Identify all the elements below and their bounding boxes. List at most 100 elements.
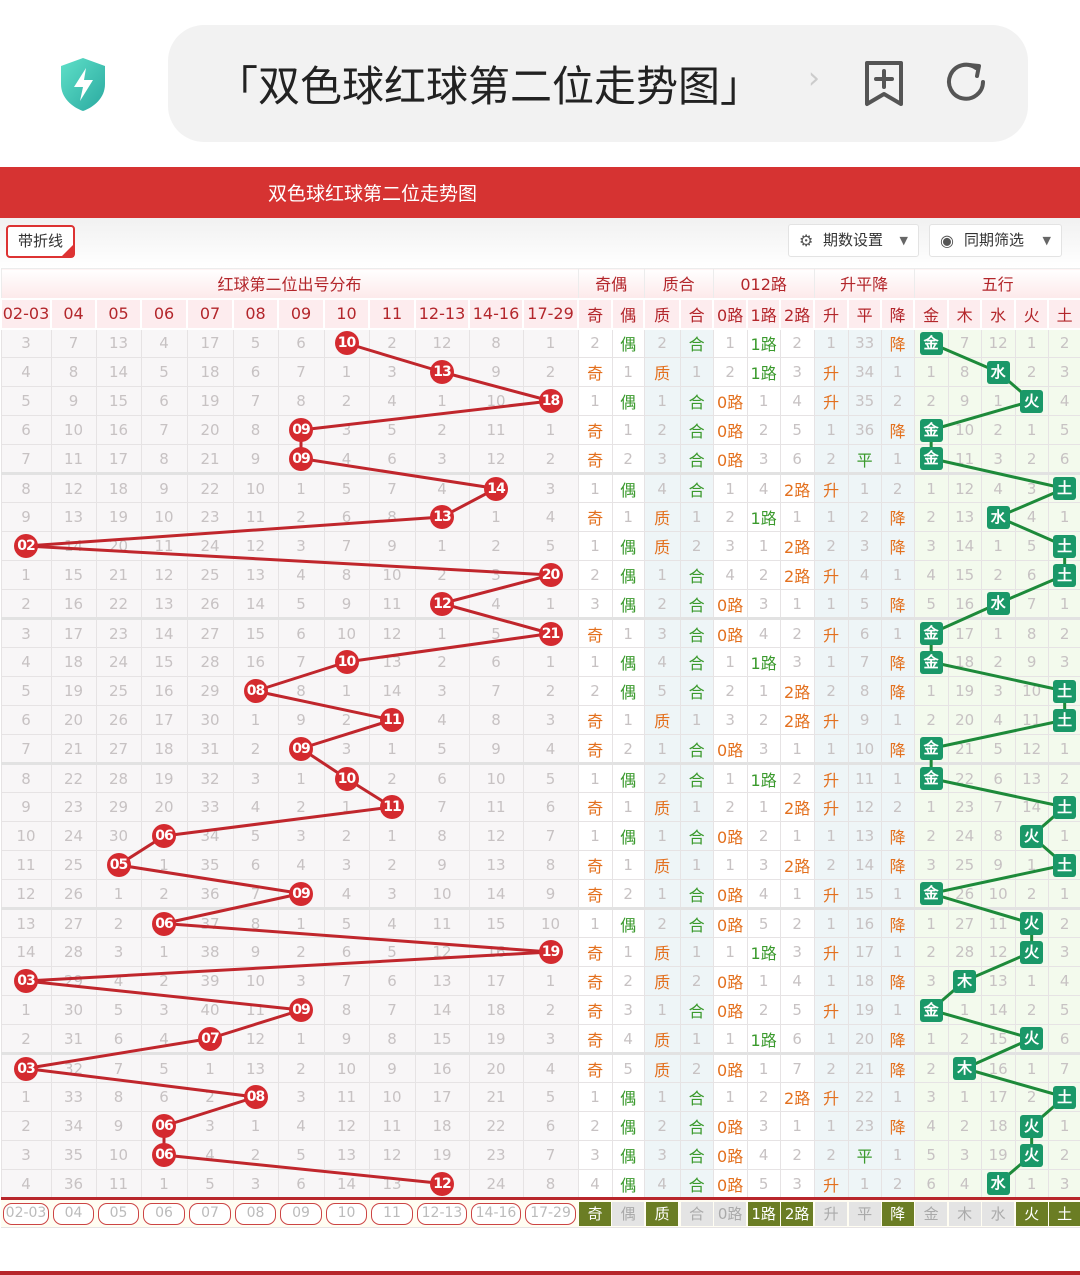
dist-cell: 1 xyxy=(323,676,370,706)
dist-cell: 4 xyxy=(140,1024,188,1054)
dist-cell: 1 xyxy=(95,879,142,909)
dist-cell: 12 xyxy=(414,1169,470,1199)
dist-cell: 4 xyxy=(323,879,370,909)
dist-cell: 8 xyxy=(522,850,579,880)
wuxing-marker: 火 xyxy=(1020,1027,1044,1050)
refresh-icon[interactable] xyxy=(943,59,989,105)
dist-cell: 12 xyxy=(468,444,524,474)
w-cell: 2 xyxy=(980,560,1016,590)
predict-attribute-button[interactable]: 2路 xyxy=(781,1201,814,1226)
dist-cell: 10 xyxy=(323,328,370,358)
prediction-cell: 质 xyxy=(644,1197,681,1228)
u-cell: 降 xyxy=(880,328,915,358)
pc-cell: 合 xyxy=(679,1111,714,1141)
u-cell: 2 xyxy=(880,386,915,416)
predict-attribute-button[interactable]: 偶 xyxy=(612,1201,645,1226)
address-bar[interactable]: 「双色球红球第二位走势图」 › xyxy=(168,25,1028,142)
dist-cell: 2 xyxy=(414,560,470,590)
dist-cell: 3 xyxy=(368,357,416,387)
period-settings-dropdown[interactable]: ⚙ 期数设置 ▼ xyxy=(788,224,919,257)
oe-cell: 3 xyxy=(577,589,613,619)
predict-number-button[interactable]: 12-13 xyxy=(417,1202,467,1225)
predict-attribute-button[interactable]: 金 xyxy=(915,1201,948,1226)
r-cell: 3 xyxy=(779,647,815,677)
dist-cell: 7 xyxy=(140,415,188,445)
dist-cell: 8 xyxy=(140,444,188,474)
predict-number-button[interactable]: 17-29 xyxy=(525,1202,576,1225)
w-cell: 4 xyxy=(980,472,1016,503)
predict-attribute-button[interactable]: 奇 xyxy=(579,1201,612,1226)
predict-number-button[interactable]: 11 xyxy=(370,1202,414,1225)
predict-attribute-button[interactable]: 降 xyxy=(881,1201,914,1226)
predict-attribute-button[interactable]: 土 xyxy=(1048,1201,1080,1226)
dist-cell: 2 xyxy=(522,444,579,474)
dist-cell: 11 xyxy=(323,1082,370,1112)
w-cell: 金 xyxy=(913,734,949,764)
predict-attribute-button[interactable]: 木 xyxy=(948,1201,981,1226)
w-cell: 2 xyxy=(1047,617,1080,648)
predict-attribute-button[interactable]: 1路 xyxy=(747,1201,780,1226)
r-cell: 0路 xyxy=(712,879,748,909)
u-cell: 平 xyxy=(847,1140,882,1170)
w-cell: 2 xyxy=(913,1052,949,1083)
predict-attribute-button[interactable]: 升 xyxy=(815,1201,848,1226)
r-cell: 4 xyxy=(712,560,748,590)
group-header-row: 红球第二位出号分布 奇偶 质合 012路 升平降 五行 xyxy=(0,268,1080,299)
w-cell: 4 xyxy=(913,560,949,590)
predict-number-button[interactable]: 06 xyxy=(142,1202,186,1225)
shield-bolt-icon[interactable] xyxy=(58,56,108,112)
polyline-toggle[interactable]: 带折线 xyxy=(6,225,75,258)
dist-cell: 30 xyxy=(95,821,142,851)
predict-number-button[interactable]: 04 xyxy=(52,1202,95,1225)
predict-number-button[interactable]: 09 xyxy=(279,1202,323,1225)
predict-number-button[interactable]: 05 xyxy=(97,1202,140,1225)
dist-cell: 8 xyxy=(277,386,325,416)
predict-attribute-button[interactable]: 质 xyxy=(646,1201,679,1226)
dist-cell: 8 xyxy=(95,1082,142,1112)
wuxing-marker: 木 xyxy=(953,1057,977,1080)
dist-cell: 3 xyxy=(368,879,416,909)
prediction-cell: 10 xyxy=(324,1197,369,1228)
pc-cell: 质 xyxy=(643,850,681,880)
table-row: 1 15 21 12 25 13 4 8 10 2 3 20 2 偶 1 合 4 2 2路升 4 1 4 15 2 6 土 xyxy=(0,560,1080,590)
dist-cell: 2 xyxy=(368,762,416,793)
dist-cell: 13 xyxy=(468,850,524,880)
wuxing-marker: 水 xyxy=(986,505,1010,529)
dist-cell: 26 xyxy=(186,589,234,619)
predict-attribute-button[interactable]: 0路 xyxy=(714,1201,747,1226)
predict-number-button[interactable]: 08 xyxy=(234,1202,277,1225)
oe-cell: 偶 xyxy=(611,560,645,590)
dist-cell: 2 xyxy=(522,357,579,387)
dist-cell: 16 xyxy=(95,415,142,445)
dist-cell: 7 xyxy=(0,734,52,764)
oe-cell: 3 xyxy=(577,1140,613,1170)
r-cell: 4 xyxy=(746,1140,781,1170)
group-header: 红球第二位出号分布 xyxy=(0,268,579,299)
w-cell: 7 xyxy=(980,792,1016,822)
predict-attribute-button[interactable]: 火 xyxy=(1015,1201,1048,1226)
predict-number-button[interactable]: 14-16 xyxy=(471,1202,521,1225)
pc-cell: 1 xyxy=(679,357,714,387)
oe-cell: 奇 xyxy=(577,734,613,764)
w-cell: 1 xyxy=(980,617,1016,648)
same-period-filter-dropdown[interactable]: ◉ 同期筛选 ▼ xyxy=(929,224,1062,257)
dist-cell: 1 xyxy=(522,966,579,996)
predict-number-button[interactable]: 02-03 xyxy=(3,1202,49,1225)
wuxing-marker: 火 xyxy=(1020,824,1044,848)
wuxing-marker: 土 xyxy=(1053,534,1077,558)
predict-number-button[interactable]: 07 xyxy=(188,1202,232,1225)
pc-cell: 合 xyxy=(679,995,714,1025)
eye-icon: ◉ xyxy=(940,231,954,250)
dist-cell: 7 xyxy=(368,472,416,503)
address-text[interactable]: 「双色球红球第二位走势图」 xyxy=(216,62,763,111)
predict-attribute-button[interactable]: 合 xyxy=(680,1201,713,1226)
add-bookmark-icon[interactable] xyxy=(861,58,907,108)
pc-cell: 合 xyxy=(679,328,714,358)
w-cell: 火 xyxy=(1014,1024,1049,1054)
r-cell: 1 xyxy=(712,850,748,880)
predict-attribute-button[interactable]: 水 xyxy=(982,1201,1015,1226)
predict-attribute-button[interactable]: 平 xyxy=(848,1201,881,1226)
wuxing-marker: 水 xyxy=(986,1172,1010,1195)
predict-number-button[interactable]: 10 xyxy=(325,1202,368,1225)
dist-cell: 16 xyxy=(232,647,279,677)
